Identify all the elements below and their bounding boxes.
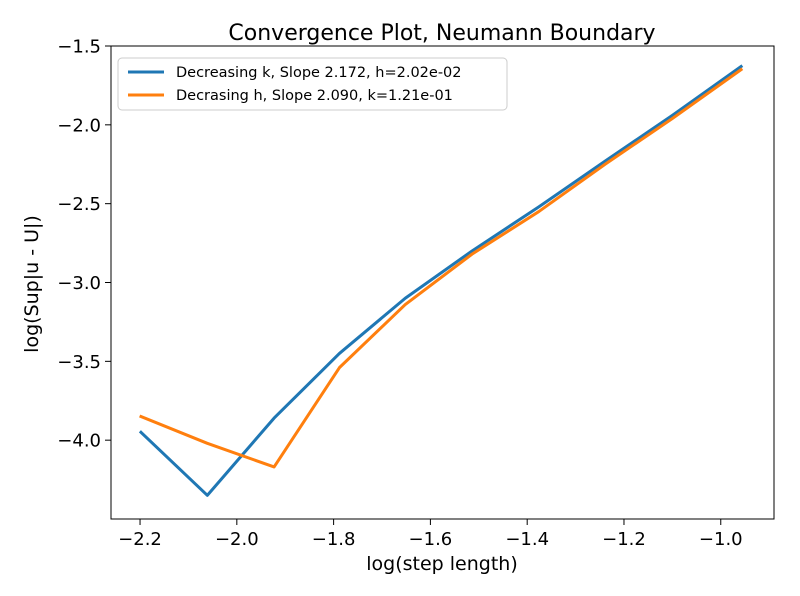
x-tick-label: −2.2 [118, 529, 162, 550]
y-tick-label: −2.5 [57, 194, 101, 215]
legend-label-2: Decrasing h, Slope 2.090, k=1.21e-01 [176, 88, 453, 104]
y-axis-label: log(Sup|u - U|) [21, 215, 43, 353]
y-tick-label: −1.5 [57, 37, 101, 58]
x-tick-label: −1.4 [505, 529, 549, 550]
x-tick-label: −1.8 [312, 529, 356, 550]
plot-area: −2.2 −2.0 −1.8 −1.6 −1.4 −1.2 −1.0 −4.0 −3.5 −3.0… [57, 37, 775, 550]
x-tick-label: −1.2 [602, 529, 646, 550]
legend-box [117, 57, 508, 111]
legend: Decreasing k, Slope 2.172, h=2.02e-02 Dec… [117, 57, 508, 111]
y-tick-label: −2.0 [57, 115, 101, 136]
x-tick-label: −2.0 [215, 529, 259, 550]
legend-label-1: Decreasing k, Slope 2.172, h=2.02e-02 [176, 65, 462, 81]
y-tick-label: −3.5 [57, 352, 101, 373]
x-tick-label: −1.6 [409, 529, 453, 550]
chart-title: Convergence Plot, Neumann Boundary [228, 21, 655, 46]
y-tick-label: −4.0 [57, 431, 101, 452]
series-line-2 [139, 67, 744, 469]
y-tick-label: −3.0 [57, 273, 101, 294]
x-axis-label: log(step length) [366, 553, 518, 575]
x-tick-label: −1.0 [699, 529, 743, 550]
